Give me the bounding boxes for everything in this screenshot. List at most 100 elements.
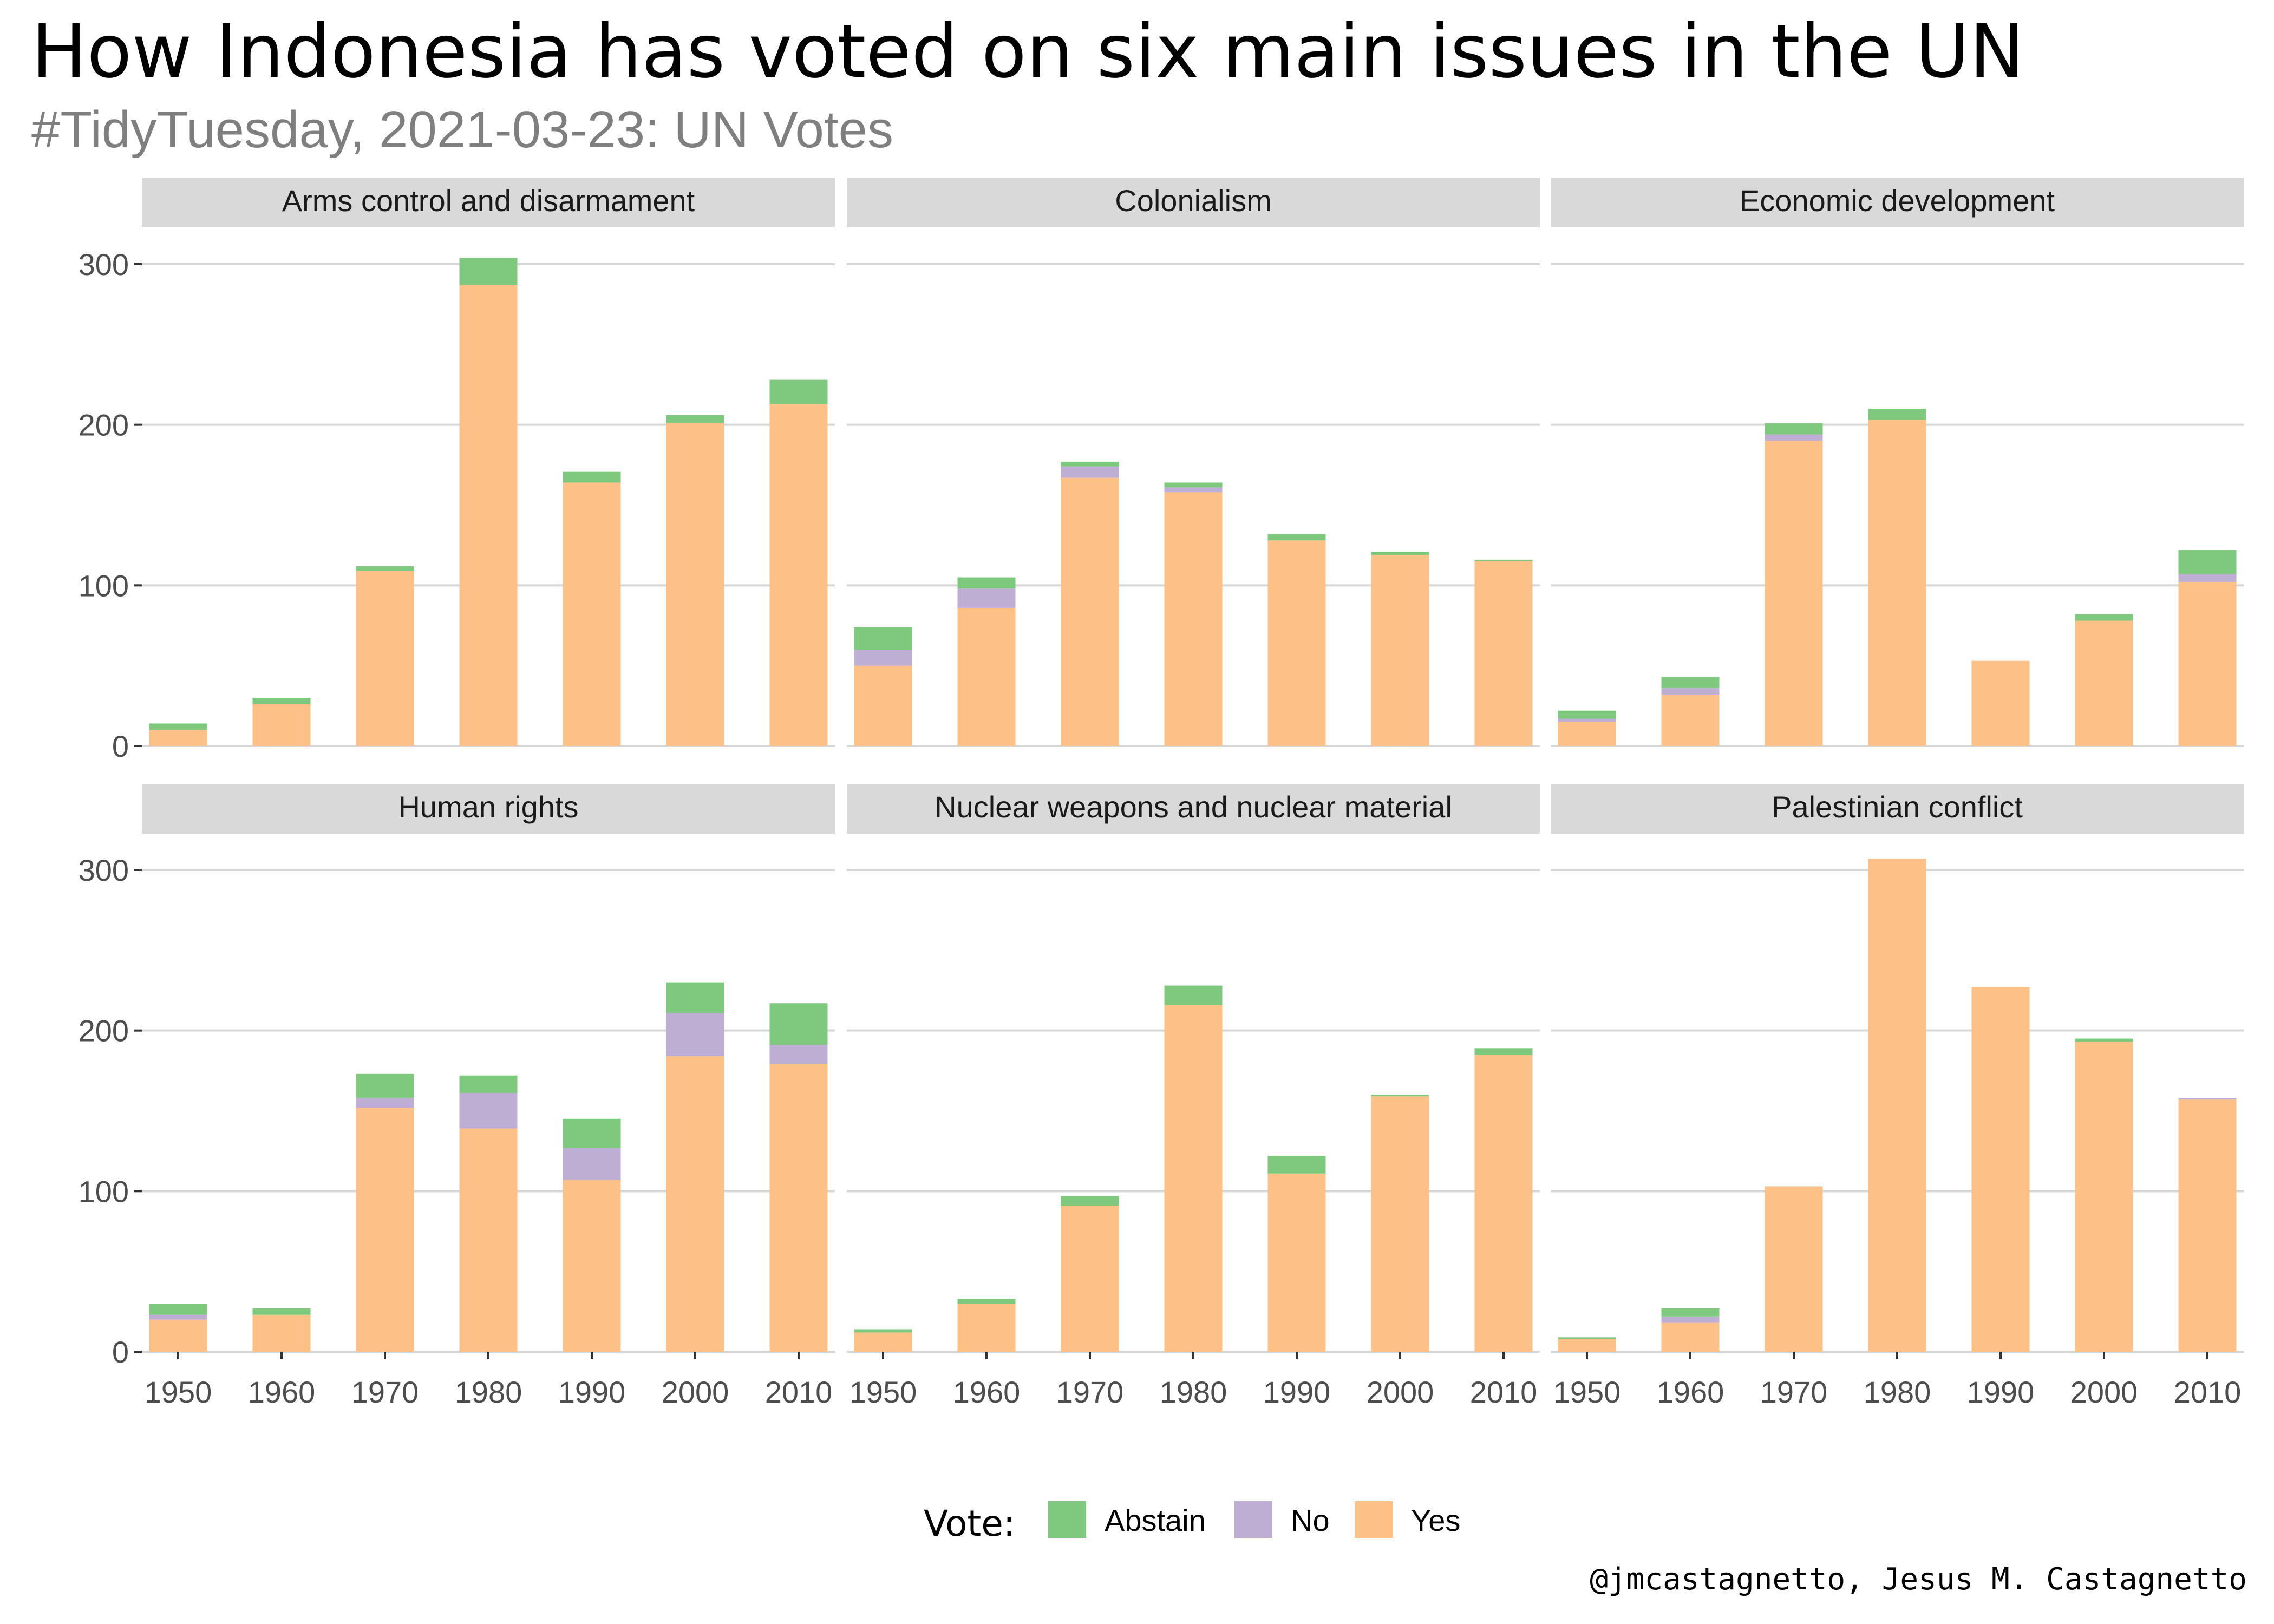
facet-panel: Palestinian conflict 1950 1960 1970 1980 1990…: [1551, 784, 2244, 1409]
bar-abstain: [1661, 677, 1720, 689]
strip-background: [847, 784, 1540, 834]
bar-abstain: [563, 1118, 621, 1148]
bar-no: [459, 1093, 518, 1129]
bar-yes: [1371, 1096, 1429, 1352]
x-tick-label: 1950: [850, 1375, 917, 1409]
bar-abstain: [2178, 550, 2237, 574]
bar-yes: [1868, 420, 1926, 746]
strip-label: Nuclear weapons and nuclear material: [935, 790, 1452, 824]
bar-abstain: [1558, 710, 1616, 719]
bar-abstain: [356, 1073, 414, 1098]
bar-yes: [1164, 1005, 1223, 1352]
bar-abstain: [854, 1329, 912, 1333]
bar-no: [1661, 688, 1720, 695]
bar-no: [1164, 487, 1223, 493]
bar-yes: [854, 1332, 912, 1352]
bar-no: [2178, 574, 2237, 582]
bar-no: [149, 1314, 207, 1320]
bar-abstain: [1765, 423, 1823, 435]
bar-no: [563, 1148, 621, 1180]
strip-label: Colonialism: [1115, 184, 1271, 218]
bar-yes: [2075, 1042, 2133, 1352]
x-tick-label: 1960: [248, 1375, 316, 1409]
y-tick-label: 200: [79, 408, 129, 442]
facet-panels: Arms control and disarmament 0 100 200 300 Co…: [79, 178, 2244, 1409]
bar-yes: [854, 665, 912, 746]
x-tick-label: 1980: [455, 1375, 522, 1409]
bar-yes: [957, 1304, 1016, 1352]
bar-abstain: [563, 471, 621, 483]
x-tick-label: 1960: [953, 1375, 1021, 1409]
facet-panel: Nuclear weapons and nuclear material 1950…: [847, 784, 1540, 1409]
bar-yes: [1164, 492, 1223, 746]
bar-abstain: [957, 1299, 1016, 1304]
legend-key-abstain: [1048, 1501, 1086, 1538]
legend: Vote: Abstain No Yes: [924, 1501, 1460, 1544]
x-tick-label: 1980: [1864, 1375, 1931, 1409]
x-tick-label: 1970: [1056, 1375, 1124, 1409]
bar-yes: [1371, 554, 1429, 746]
bar-yes: [957, 607, 1016, 746]
y-tick-label: 100: [79, 568, 129, 603]
bar-abstain: [1164, 985, 1223, 1005]
bar-yes: [459, 1128, 518, 1352]
strip-label: Economic development: [1740, 184, 2055, 218]
bar-no: [957, 588, 1016, 608]
bar-yes: [1971, 660, 2030, 746]
bar-abstain: [356, 566, 414, 571]
bar-abstain: [149, 1304, 207, 1315]
caption: @jmcastagnetto, Jesus M. Castagnetto: [1590, 1562, 2247, 1597]
bar-no: [2178, 1098, 2237, 1100]
bar-abstain: [666, 982, 724, 1013]
bar-yes: [459, 285, 518, 746]
bar-yes: [1971, 987, 2030, 1352]
bar-yes: [1061, 477, 1119, 746]
bar-yes: [1267, 1173, 1326, 1352]
bar-yes: [1661, 1322, 1720, 1352]
y-tick-label: 0: [112, 1335, 129, 1369]
x-tick-label: 2010: [2174, 1375, 2242, 1409]
x-tick-label: 2000: [1367, 1375, 1434, 1409]
bar-yes: [2075, 620, 2133, 746]
bar-yes: [1474, 561, 1533, 746]
bar-abstain: [2075, 1038, 2133, 1042]
bar-yes: [1661, 695, 1720, 746]
facet-panel: Colonialism: [847, 178, 1540, 747]
x-tick-label: 1970: [351, 1375, 419, 1409]
bar-abstain: [1267, 534, 1326, 541]
bar-yes: [1061, 1206, 1119, 1352]
legend-label: Yes: [1411, 1503, 1460, 1537]
bar-abstain: [1371, 1095, 1429, 1097]
strip-background: [1551, 784, 2244, 834]
bar-abstain: [1164, 482, 1223, 488]
bar-abstain: [1061, 461, 1119, 467]
bar-yes: [2178, 1099, 2237, 1352]
bar-abstain: [1061, 1196, 1119, 1206]
bar-abstain: [1474, 1048, 1533, 1055]
facet-panel: Arms control and disarmament 0 100 200 300: [79, 178, 835, 763]
legend-label: Abstain: [1105, 1503, 1206, 1537]
bar-yes: [769, 404, 828, 746]
bar-no: [666, 1013, 724, 1057]
bar-no: [854, 650, 912, 666]
bar-abstain: [854, 627, 912, 650]
y-tick-label: 0: [112, 729, 129, 763]
bar-abstain: [459, 1075, 518, 1093]
legend-title: Vote:: [924, 1503, 1015, 1544]
bar-no: [1061, 466, 1119, 478]
strip-label: Palestinian conflict: [1772, 790, 2023, 824]
bar-abstain: [1371, 552, 1429, 555]
strip-label: Human rights: [398, 790, 578, 824]
x-tick-label: 1990: [1967, 1375, 2035, 1409]
x-tick-label: 1950: [1553, 1375, 1621, 1409]
bar-abstain: [2075, 614, 2133, 621]
bar-abstain: [459, 258, 518, 285]
y-tick-label: 100: [79, 1174, 129, 1208]
chart-subtitle: #TidyTuesday, 2021-03-23: UN Votes: [31, 101, 893, 159]
bar-yes: [1474, 1055, 1533, 1352]
x-tick-label: 1960: [1657, 1375, 1724, 1409]
facet-panel: Human rights 0 100 200 300 1950 1960 1970 1980 19…: [79, 784, 835, 1409]
strip-label: Arms control and disarmament: [282, 184, 695, 218]
bar-yes: [252, 704, 311, 746]
bar-abstain: [252, 1308, 311, 1315]
